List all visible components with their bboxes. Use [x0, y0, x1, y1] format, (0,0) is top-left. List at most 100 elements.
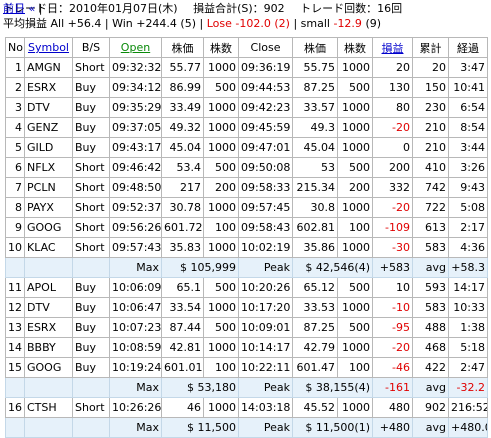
summary-blank — [24, 257, 73, 278]
trade-date: トレード日：2010年01月07日(木) — [3, 2, 178, 15]
row-open-shares: 1000 — [203, 297, 239, 318]
summary-peak-value: $ 38,155(4) — [292, 377, 373, 398]
row-cumulative: 210 — [412, 137, 449, 158]
row-open-shares: 1000 — [203, 117, 239, 138]
col-no: No — [5, 37, 25, 58]
row-open-shares: 500 — [203, 77, 239, 98]
prev-day-link[interactable]: 前日 — [3, 2, 25, 15]
row-close-price: 30.8 — [292, 197, 338, 218]
col-symbol[interactable]: Symbol — [24, 37, 73, 58]
row-no: 4 — [5, 117, 25, 138]
table-row: 13 ESRX Buy 10:07:23 87.44 500 10:09:01 87.25 50… — [5, 317, 488, 338]
row-bs: Short — [72, 57, 110, 78]
day-nav: 前日 « | — [3, 2, 485, 15]
row-symbol: NFLX — [24, 157, 73, 178]
row-open-price: 46 — [161, 397, 204, 418]
row-close-shares: 1000 — [337, 137, 373, 158]
summary-pl: +480 — [372, 417, 413, 438]
row-open-price: 65.1 — [161, 277, 204, 298]
row-elapsed: 6:54 — [448, 97, 488, 118]
row-pl: 10 — [372, 277, 413, 298]
row-open-time: 09:35:29 — [109, 97, 162, 118]
table-header-row: No Symbol B/S Open 株価 株数 Close 株価 株数 損益 … — [5, 37, 488, 58]
row-symbol: PAYX — [24, 197, 73, 218]
row-pl: 130 — [372, 77, 413, 98]
summary-avg-label: avg — [412, 417, 449, 438]
row-open-time: 09:34:12 — [109, 77, 162, 98]
row-open-shares: 100 — [203, 217, 239, 238]
row-pl: 332 — [372, 177, 413, 198]
summary-max-value: $ 105,999 — [161, 257, 239, 278]
row-close-price: 35.86 — [292, 237, 338, 258]
row-close-price: 33.53 — [292, 297, 338, 318]
row-pl: -30 — [372, 237, 413, 258]
row-no: 10 — [5, 237, 25, 258]
row-elapsed: 2:17 — [448, 217, 488, 238]
row-no: 6 — [5, 157, 25, 178]
table-row: 1 AMGN Short 09:32:32 55.77 1000 09:36:19 55.75… — [5, 57, 488, 78]
row-open-time: 09:46:42 — [109, 157, 162, 178]
row-pl: -20 — [372, 117, 413, 138]
table-row: 4 GENZ Buy 09:37:05 49.32 1000 09:45:59 49.3 100… — [5, 117, 488, 138]
row-elapsed: 10:41 — [448, 77, 488, 98]
prev-day-arrow[interactable]: « — [28, 2, 36, 15]
row-symbol: KLAC — [24, 237, 73, 258]
row-close-time: 10:20:26 — [238, 277, 293, 298]
row-open-shares: 1000 — [203, 337, 239, 358]
row-cumulative: 410 — [412, 157, 449, 178]
row-bs: Short — [72, 397, 110, 418]
row-close-time: 09:44:53 — [238, 77, 293, 98]
row-symbol: DTV — [24, 97, 73, 118]
col-open[interactable]: Open — [109, 37, 162, 58]
row-elapsed: 10:33 — [448, 297, 488, 318]
row-close-time: 10:22:11 — [238, 357, 293, 378]
row-pl: 80 — [372, 97, 413, 118]
summary-max-label: Max — [109, 377, 162, 398]
row-open-price: 53.4 — [161, 157, 204, 178]
summary-peak-label: Peak — [238, 417, 293, 438]
table-row: 10 KLAC Short 09:57:43 35.83 1000 10:02:19 35.8… — [5, 237, 488, 258]
row-bs: Buy — [72, 297, 110, 318]
row-close-price: 55.75 — [292, 57, 338, 78]
row-symbol: ESRX — [24, 77, 73, 98]
row-no: 9 — [5, 217, 25, 238]
summary-peak-value: $ 11,500(1) — [292, 417, 373, 438]
row-cumulative: 722 — [412, 197, 449, 218]
summary-pl: +583 — [372, 257, 413, 278]
summary-avg-value: -32.2 — [448, 377, 488, 398]
summary-pl: -161 — [372, 377, 413, 398]
row-close-time: 10:09:01 — [238, 317, 293, 338]
row-cumulative: 230 — [412, 97, 449, 118]
row-close-shares: 1000 — [337, 117, 373, 138]
row-elapsed: 4:36 — [448, 237, 488, 258]
row-symbol: BBBY — [24, 337, 73, 358]
small-value: -12.9 — [333, 17, 362, 30]
row-open-time: 09:43:17 — [109, 137, 162, 158]
row-symbol: DTV — [24, 297, 73, 318]
row-bs: Buy — [72, 77, 110, 98]
row-close-shares: 500 — [337, 77, 373, 98]
summary-blank — [24, 377, 73, 398]
row-open-time: 10:06:09 — [109, 277, 162, 298]
row-no: 1 — [5, 57, 25, 78]
summary-row: Max $ 53,180 Peak $ 38,155(4) -161 avg -32.2 — [5, 377, 488, 398]
row-open-price: 55.77 — [161, 57, 204, 78]
small-count: (9) — [365, 17, 382, 30]
nav-separator: | — [38, 2, 43, 15]
row-pl: 0 — [372, 137, 413, 158]
table-row: 14 BBBY Buy 10:08:59 42.81 1000 10:14:17 42.79 1… — [5, 337, 488, 358]
row-no: 14 — [5, 337, 25, 358]
row-cumulative: 902 — [412, 397, 449, 418]
col-pl[interactable]: 損益 — [372, 37, 413, 58]
row-close-price: 87.25 — [292, 317, 338, 338]
small-label: small — [300, 17, 330, 30]
row-symbol: AMGN — [24, 57, 73, 78]
summary-row: Max $ 105,999 Peak $ 42,546(4) +583 avg +58.3 — [5, 257, 488, 278]
row-close-time: 10:14:17 — [238, 337, 293, 358]
row-pl: -109 — [372, 217, 413, 238]
row-open-shares: 1000 — [203, 137, 239, 158]
row-open-time: 09:57:43 — [109, 237, 162, 258]
row-open-price: 33.49 — [161, 97, 204, 118]
row-elapsed: 3:26 — [448, 157, 488, 178]
